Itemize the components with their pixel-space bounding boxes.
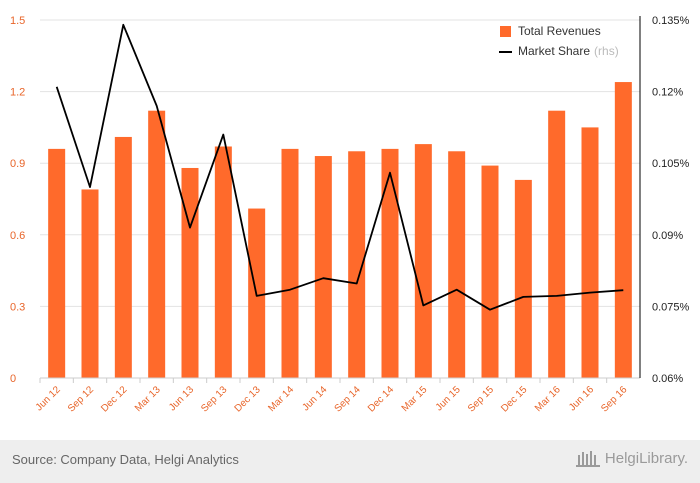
x-tick-label: Jun 14 (300, 384, 329, 413)
y-left-tick-label: 0.6 (10, 230, 25, 242)
bar (114, 136, 132, 378)
bar (281, 148, 299, 378)
y-right-tick-label: 0.12% (652, 87, 683, 99)
chart-area: 0 0.3 0.6 0.9 1.2 1.5 0.06% 0.075% 0.09% 0.105% 0.… (10, 15, 690, 415)
y-left-tick-label: 1.2 (10, 87, 25, 99)
bar (381, 148, 399, 378)
x-tick-label: Mar 14 (266, 384, 296, 414)
x-tick-label: Dec 15 (499, 384, 529, 414)
x-tick-label: Sep 15 (466, 384, 496, 414)
combo-chart: 0 0.3 0.6 0.9 1.2 1.5 0.06% 0.075% 0.09% 0.105% 0.… (10, 15, 690, 415)
bar (581, 127, 599, 379)
legend-marker (500, 26, 511, 37)
bar (614, 82, 632, 378)
x-tick-label: Dec 14 (366, 384, 396, 414)
y-right-tick-label: 0.06% (652, 373, 683, 385)
x-tick-label: Mar 16 (533, 384, 563, 414)
brand-logo[interactable]: HelgiLibrary. (575, 449, 688, 467)
x-tick-label: Jun 13 (167, 384, 196, 413)
x-tick-label: Dec 12 (99, 384, 129, 414)
y-right-tick-label: 0.09% (652, 230, 683, 242)
y-left-tick-label: 0.9 (10, 158, 25, 170)
legend-note: (rhs) (594, 44, 619, 58)
x-tick-label: Sep 13 (199, 384, 229, 414)
bar (181, 167, 199, 378)
bar (414, 144, 432, 378)
brand-name: HelgiLibrary. (604, 449, 688, 467)
source-text: Source: Company Data, Helgi Analytics (12, 452, 239, 467)
y-right-tick-label: 0.105% (652, 158, 690, 170)
bar (148, 110, 166, 379)
x-tick-label: Jun 15 (434, 384, 463, 413)
library-icon (575, 451, 600, 467)
y-left-tick-label: 0 (10, 373, 16, 385)
legend-label: Market Share (518, 44, 590, 58)
bar (214, 146, 232, 378)
x-tick-label: Sep 12 (66, 384, 96, 414)
bar (548, 110, 566, 379)
y-left-tick-label: 0.3 (10, 301, 25, 313)
x-tick-label: Jun 12 (34, 384, 63, 413)
y-left-tick-label: 1.5 (10, 15, 25, 27)
bar (481, 165, 499, 378)
x-tick-label: Mar 15 (400, 384, 430, 414)
x-tick-label: Jun 16 (567, 384, 596, 413)
footer: Source: Company Data, Helgi Analytics He… (0, 440, 700, 483)
x-tick-label: Sep 16 (599, 384, 629, 414)
bar (448, 151, 466, 378)
y-right-tick-label: 0.135% (652, 15, 690, 27)
bar (48, 148, 66, 378)
x-tick-label: Dec 13 (233, 384, 263, 414)
x-tick-label: Mar 13 (133, 384, 163, 414)
bar (81, 189, 99, 378)
market-share-line (55, 23, 624, 311)
bar (314, 156, 332, 378)
y-right-tick-label: 0.075% (652, 301, 690, 313)
legend-label: Total Revenues (518, 24, 601, 38)
x-tick-label: Sep 14 (333, 384, 363, 414)
bar (348, 151, 366, 378)
bar (514, 179, 532, 378)
